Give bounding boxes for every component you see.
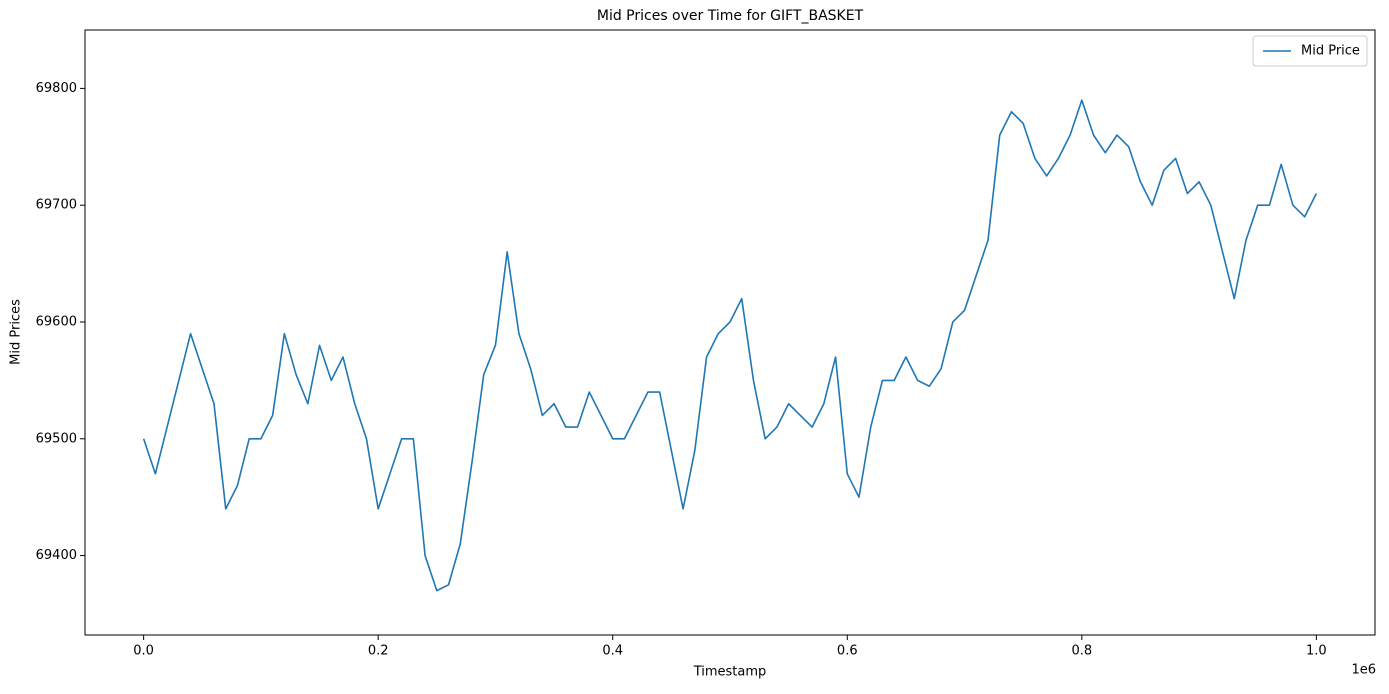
x-tick-label: 0.8	[1071, 644, 1092, 659]
chart-title: Mid Prices over Time for GIFT_BASKET	[597, 8, 864, 24]
axes-frame	[84, 29, 1376, 636]
x-tick-label: 0.2	[368, 644, 389, 659]
y-tick-label: 69600	[36, 314, 77, 329]
x-tick-label: 1.0	[1306, 644, 1327, 659]
y-axis-label: Mid Prices	[9, 299, 24, 365]
y-tick-label: 69700	[36, 198, 77, 213]
y-tick-label: 69800	[36, 81, 77, 96]
y-tick-label: 69400	[36, 548, 77, 563]
data-line	[142, 99, 1318, 592]
x-tick-label: 0.0	[133, 644, 154, 659]
x-offset-label: 1e6	[1351, 663, 1376, 678]
legend-box	[1252, 35, 1368, 67]
y-tick-label: 69500	[36, 431, 77, 446]
x-tick-label: 0.6	[837, 644, 858, 659]
x-axis-label: Timestamp	[693, 665, 767, 680]
x-tick-label: 0.4	[602, 644, 623, 659]
legend-label: Mid Price	[1301, 44, 1360, 59]
